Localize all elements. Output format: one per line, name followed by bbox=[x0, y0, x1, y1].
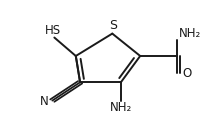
Text: NH₂: NH₂ bbox=[179, 26, 201, 40]
Text: HS: HS bbox=[45, 24, 61, 37]
Text: O: O bbox=[182, 67, 191, 80]
Text: S: S bbox=[109, 19, 117, 32]
Text: NH₂: NH₂ bbox=[110, 101, 132, 114]
Text: N: N bbox=[40, 95, 49, 108]
